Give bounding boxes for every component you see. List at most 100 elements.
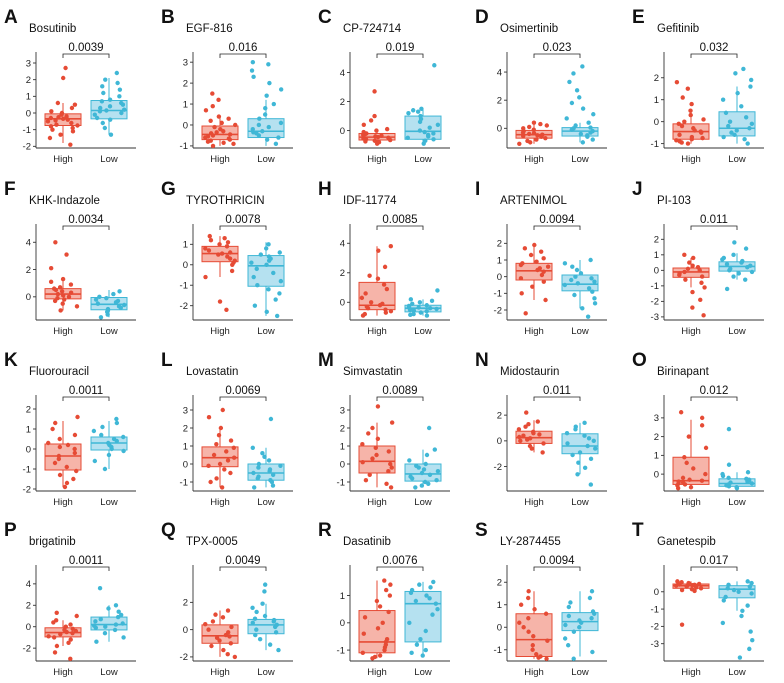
data-point (532, 242, 537, 248)
data-point (62, 484, 68, 490)
data-point (210, 143, 216, 149)
box-high (201, 233, 239, 312)
data-point (75, 414, 80, 420)
box-low (247, 582, 285, 653)
data-point (688, 112, 693, 118)
data-point (231, 445, 237, 450)
data-point (65, 442, 71, 448)
data-point (363, 291, 368, 296)
data-point (360, 460, 365, 465)
data-point (571, 629, 577, 634)
y-tick-label: -1 (180, 141, 188, 152)
data-point (61, 293, 66, 298)
box-low (561, 257, 599, 319)
data-point (103, 77, 108, 82)
data-point (749, 121, 755, 127)
data-point (117, 87, 123, 92)
data-point (208, 118, 213, 123)
data-point (53, 118, 58, 123)
data-point (589, 616, 594, 621)
data-point (562, 636, 568, 641)
x-category-label: High (210, 326, 230, 337)
data-point (71, 476, 76, 482)
data-point (720, 471, 725, 477)
box-low (404, 63, 442, 146)
p-value-label: 0.0094 (539, 555, 575, 567)
x-category-label: Low (257, 497, 275, 508)
p-value-label: 0.0039 (68, 42, 103, 54)
data-point (219, 251, 225, 256)
data-point (426, 425, 432, 431)
data-point (534, 137, 539, 142)
data-point (673, 583, 679, 588)
data-point (373, 134, 378, 139)
data-point (732, 240, 737, 245)
data-point (113, 622, 119, 627)
data-point (374, 598, 380, 604)
significance-bracket (690, 396, 738, 401)
data-point (68, 622, 73, 627)
data-point (389, 465, 394, 470)
data-point (206, 463, 211, 468)
data-point (262, 613, 268, 619)
box-high (201, 407, 239, 490)
data-point (406, 110, 411, 116)
data-point (517, 434, 522, 440)
data-point (216, 97, 221, 103)
data-point (422, 479, 428, 485)
data-point (57, 436, 62, 442)
data-point (520, 261, 525, 266)
data-point (541, 269, 546, 274)
data-point (388, 485, 394, 490)
data-point (216, 114, 222, 119)
y-tick-label: 0 (26, 444, 31, 455)
data-point (424, 308, 429, 314)
panel-t: T Ganetespib -3 -2 -1 0 High Low 0.017 (632, 520, 764, 678)
panel-e: E Gefitinib -1 0 1 2 High Low 0.032 (632, 7, 764, 165)
data-point (749, 269, 755, 275)
data-point (674, 138, 679, 143)
data-point (432, 447, 438, 452)
x-category-label: Low (728, 154, 746, 165)
data-point (384, 286, 390, 292)
data-point (417, 300, 423, 305)
data-point (260, 129, 265, 134)
p-value-label: 0.0069 (225, 385, 260, 397)
y-tick-label: 2 (497, 95, 502, 106)
data-point (225, 651, 230, 657)
data-point (233, 122, 238, 128)
data-point (682, 455, 687, 460)
x-category-label: Low (100, 326, 118, 337)
data-point (562, 282, 568, 288)
data-point (409, 587, 415, 593)
data-point (50, 426, 55, 432)
panel-k: K Fluorouracil -2 -1 0 1 2 High Low 0.0011 (4, 350, 136, 508)
data-point (68, 142, 73, 147)
y-tick-label: 0 (183, 625, 188, 636)
data-point (689, 134, 695, 140)
data-point (740, 258, 745, 264)
data-point (360, 650, 366, 656)
data-point (531, 120, 537, 125)
drug-title: Birinapant (657, 366, 710, 378)
data-point (530, 643, 535, 648)
data-point (576, 460, 581, 465)
data-point (726, 582, 731, 588)
data-point (699, 274, 705, 279)
data-point (97, 585, 103, 591)
data-point (683, 277, 688, 282)
y-tick-label: -1 (180, 477, 188, 488)
y-tick-label: 2 (340, 423, 345, 434)
y-tick-label: 2 (497, 410, 502, 421)
panel-letter: P (4, 520, 17, 541)
data-point (375, 404, 381, 409)
data-point (748, 84, 753, 89)
box-low (561, 64, 599, 145)
data-point (592, 301, 598, 306)
data-point (69, 120, 74, 126)
data-point (682, 269, 687, 275)
data-point (575, 472, 580, 477)
box-low (247, 242, 285, 319)
data-point (51, 635, 57, 640)
data-point (221, 647, 226, 653)
